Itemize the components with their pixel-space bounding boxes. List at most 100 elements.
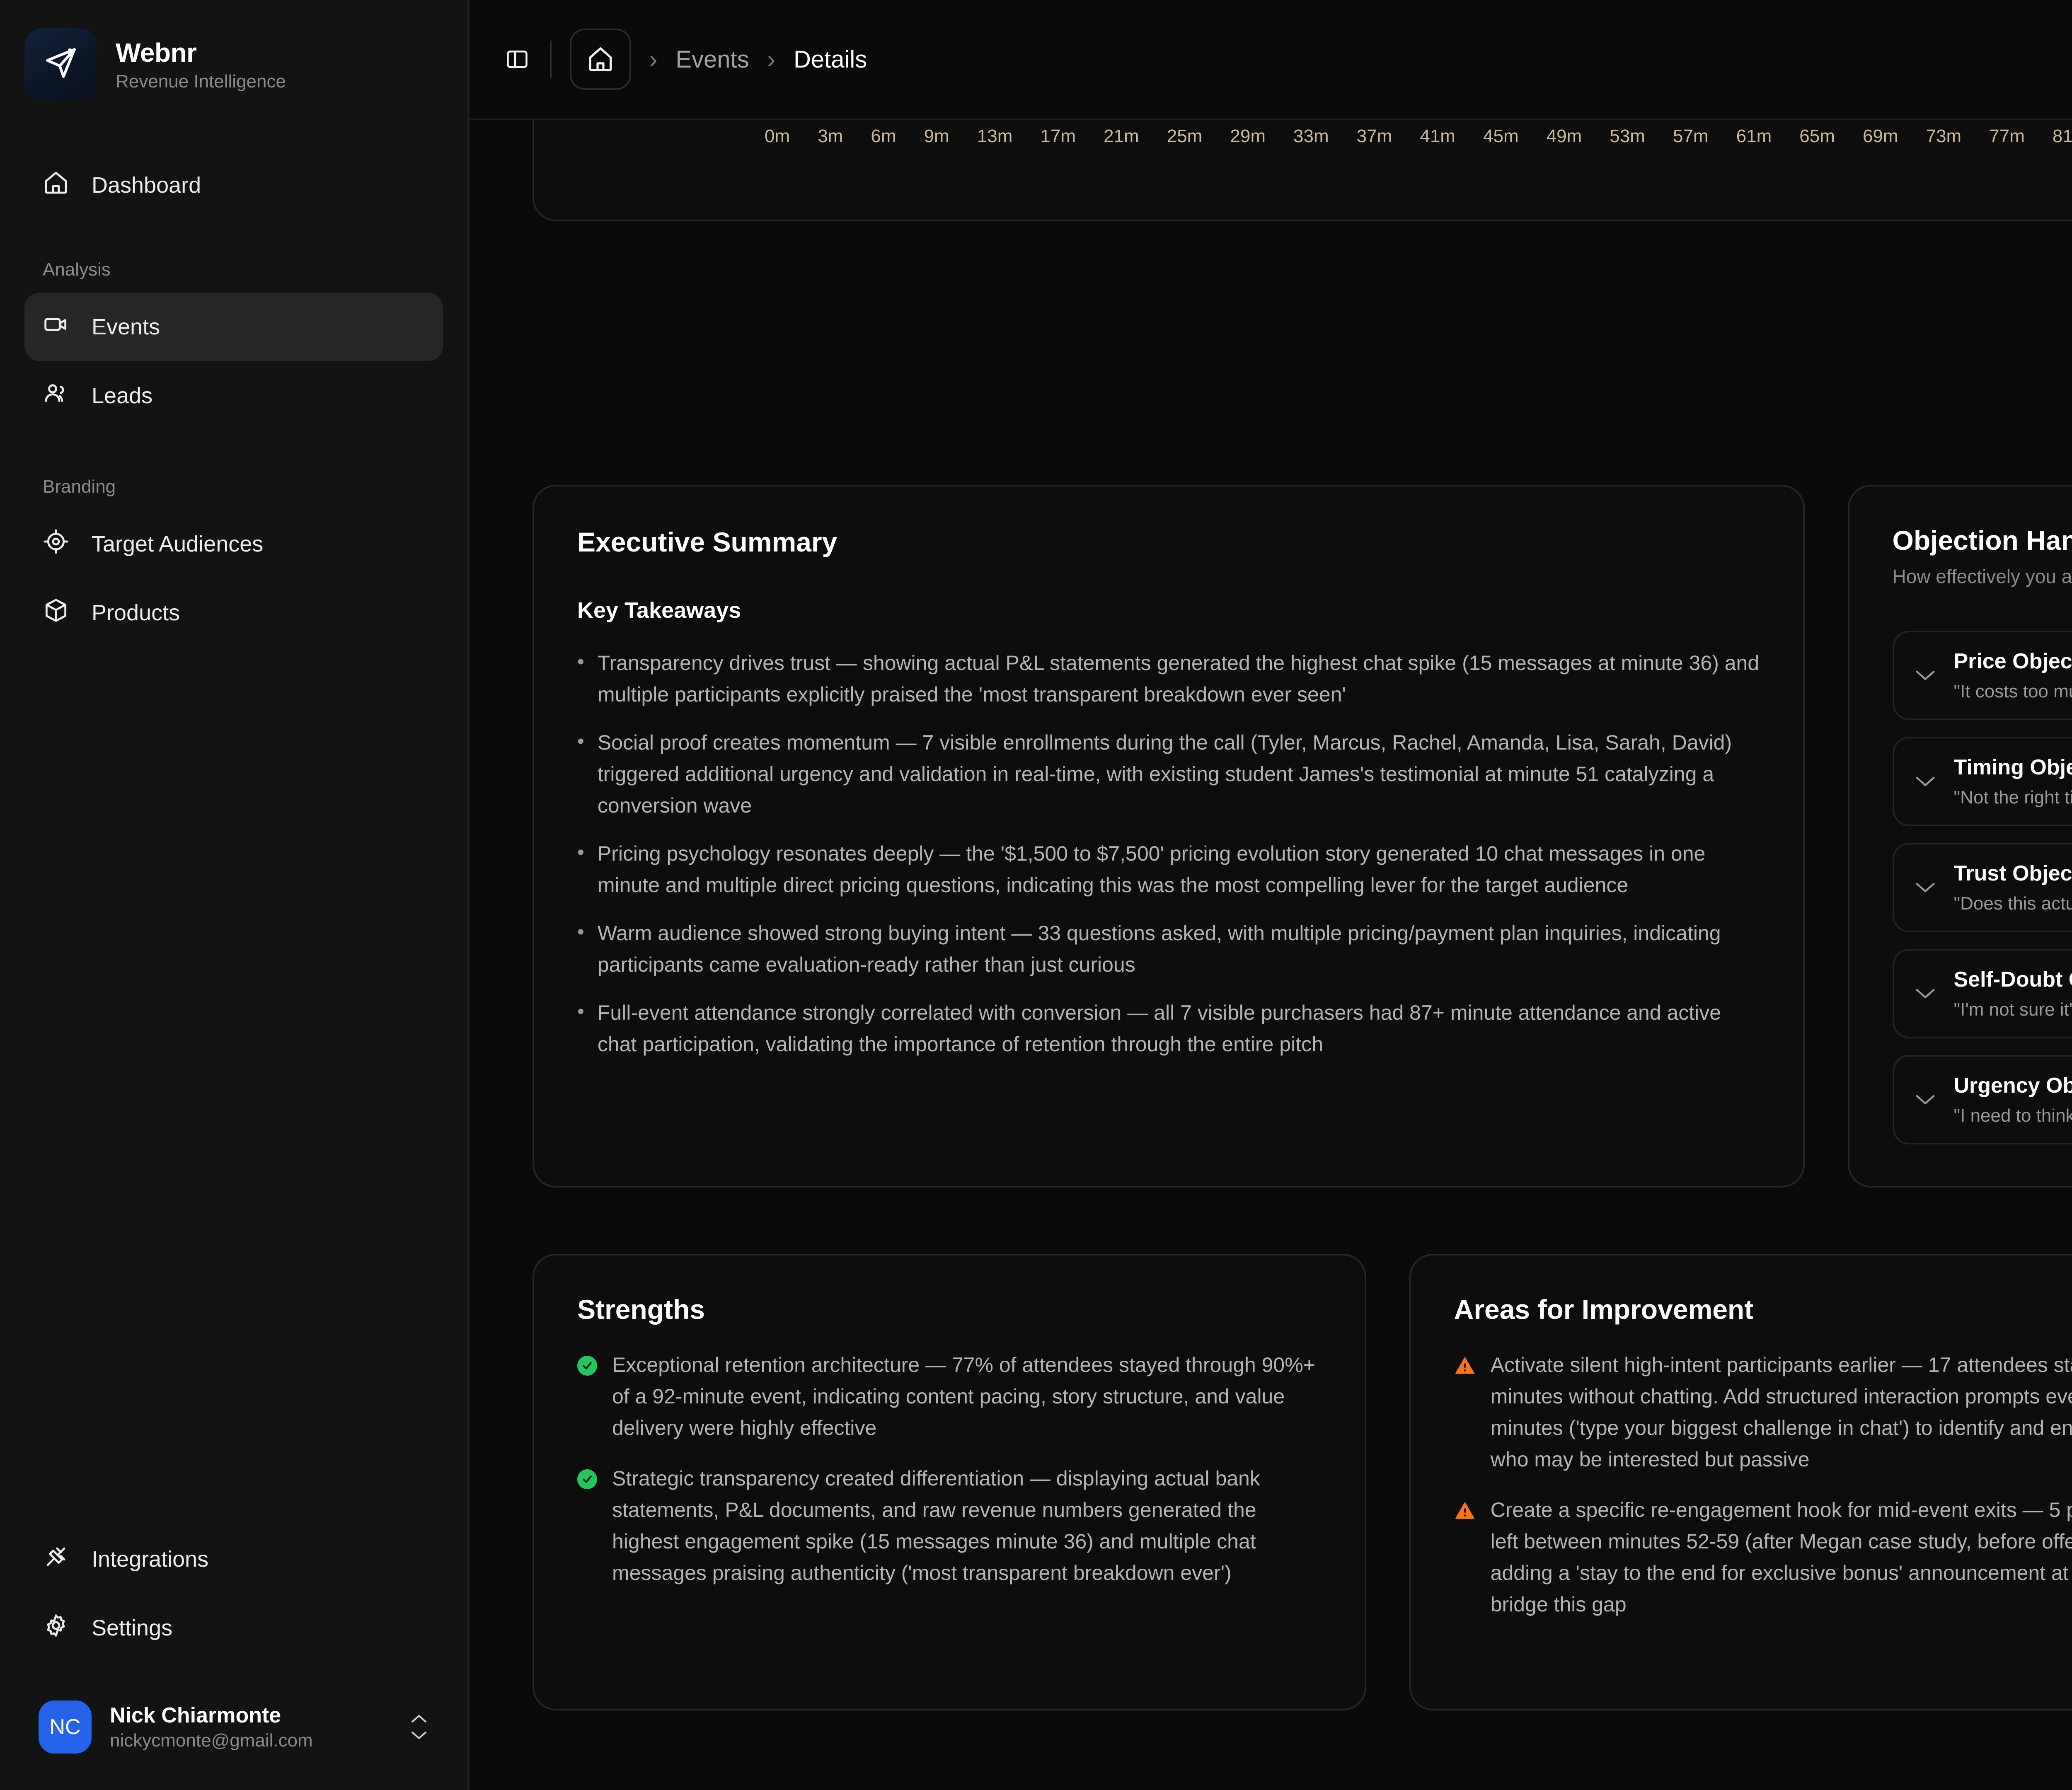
topbar-divider	[550, 41, 552, 78]
sidebar-item-products[interactable]: Products	[24, 578, 443, 647]
objection-row[interactable]: Timing Objection "Not the right time" — u…	[1892, 737, 2072, 826]
sidebar-section-analysis: Analysis	[43, 259, 111, 280]
user-name: Nick Chiarmonte	[110, 1703, 281, 1727]
list-item-text: Strategic transparency created different…	[612, 1467, 1260, 1584]
objection-name: Self-Doubt Objection	[1953, 968, 2072, 992]
chart-x-axis: 0m 3m 6m 9m 13m 17m 21m 25m 29m 33m 37m 41m 45m 49m 53…	[765, 120, 2072, 147]
x-tick-label: 13m	[977, 126, 1013, 146]
list-item-text: Create a specific re-engagement hook for…	[1490, 1498, 2072, 1616]
areas-improvement-card: Areas for Improvement Activate silent hi…	[1409, 1254, 2072, 1710]
list-item: • Pricing psychology resonates deeply — t…	[577, 838, 1760, 901]
chevron-down-icon[interactable]	[1913, 774, 1937, 789]
sidebar-bottom: Integrations Settings NC Nick Chiarmonte…	[24, 1525, 443, 1790]
breadcrumb-separator-2: ›	[767, 46, 775, 73]
key-takeaways-heading: Key Takeaways	[577, 598, 741, 623]
bullet-dot-icon: •	[577, 921, 584, 943]
sidebar-item-leads[interactable]: Leads	[24, 361, 443, 430]
areas-improvement-list: Activate silent high-intent participants…	[1454, 1349, 2072, 1620]
objection-list: Price Objection "It costs too much" — val…	[1892, 631, 2072, 1144]
brand[interactable]: Webnr Revenue Intelligence	[24, 0, 443, 101]
list-item: • Warm audience showed strong buying inte…	[577, 917, 1760, 980]
x-tick-label: 61m	[1736, 126, 1772, 146]
objection-row[interactable]: Self-Doubt Objection "I'm not sure it'll …	[1892, 949, 2072, 1038]
sidebar-item-label: Dashboard	[92, 173, 201, 198]
list-item-text: Pricing psychology resonates deeply — th…	[597, 842, 1706, 897]
chevron-down-icon[interactable]	[1913, 987, 1937, 1001]
chevron-down-icon[interactable]	[1913, 1093, 1937, 1107]
sidebar-item-target-audiences[interactable]: Target Audiences	[24, 510, 443, 578]
sidebar-item-settings[interactable]: Settings	[24, 1594, 443, 1662]
chevron-down-icon[interactable]	[1913, 668, 1937, 682]
user-menu[interactable]: NC Nick Chiarmonte nickycmonte@gmail.com	[24, 1688, 443, 1766]
objection-name: Timing Objection	[1953, 755, 2072, 779]
package-icon	[43, 597, 69, 629]
list-item: Create a specific re-engagement hook for…	[1454, 1494, 2072, 1620]
breadcrumb-home-button[interactable]	[570, 29, 631, 90]
scroll-content: 0 0 0m3m6m9m13m17m21m25m29m33m37m41m45m4…	[470, 120, 2072, 1790]
bullet-dot-icon: •	[577, 651, 584, 673]
objection-row[interactable]: Urgency Objection "I need to think about …	[1892, 1055, 2072, 1144]
list-item: • Full-event attendance strongly correlat…	[577, 997, 1760, 1060]
check-icon	[577, 1469, 597, 1489]
sidebar-item-events[interactable]: Events	[24, 293, 443, 361]
objection-description: "I need to think about it" — scarcity, d…	[1953, 1105, 2072, 1126]
warning-icon	[1454, 1500, 1476, 1522]
target-icon	[43, 528, 69, 560]
middle-row: Executive Summary Key Takeaways • Transpa…	[470, 418, 2072, 1188]
strengths-card: Strengths Exceptional retention architec…	[533, 1254, 1366, 1710]
x-tick-label: 69m	[1862, 126, 1898, 146]
bullet-dot-icon: •	[577, 842, 584, 864]
x-tick-label: 73m	[1926, 126, 1962, 146]
x-tick-label: 6m	[871, 126, 896, 146]
x-tick-label: 49m	[1546, 126, 1582, 146]
objection-name: Price Objection	[1953, 649, 2072, 673]
objection-row[interactable]: Trust Objection "Does this actually work?…	[1892, 843, 2072, 932]
x-tick-label: 37m	[1356, 126, 1392, 146]
list-item: Activate silent high-intent participants…	[1454, 1349, 2072, 1475]
main-area: › Events › Details 0	[470, 0, 2072, 1790]
warning-icon	[1454, 1355, 1476, 1376]
strengths-title: Strengths	[577, 1294, 705, 1325]
breadcrumb-events[interactable]: Events	[675, 46, 749, 73]
chevron-down-icon[interactable]	[1913, 880, 1937, 895]
sidebar-item-dashboard[interactable]: Dashboard	[24, 151, 443, 220]
breadcrumb-separator: ›	[649, 46, 658, 73]
x-tick-label: 9m	[924, 126, 949, 146]
objection-row[interactable]: Price Objection "It costs too much" — val…	[1892, 631, 2072, 720]
page-title: Executive Summary	[577, 527, 838, 557]
sidebar-toggle-icon[interactable]	[503, 44, 532, 75]
sidebar-item-label: Products	[92, 600, 180, 625]
video-camera-icon	[43, 311, 69, 343]
chevron-up-down-icon[interactable]	[409, 1713, 429, 1741]
sidebar-section-branding: Branding	[43, 477, 116, 497]
topbar: › Events › Details	[470, 0, 2072, 120]
objection-handling-title: Objection Handling	[1892, 525, 2072, 556]
list-item: Exceptional retention architecture — 77%…	[577, 1349, 1322, 1444]
x-tick-label: 29m	[1230, 126, 1266, 146]
x-tick-label: 21m	[1104, 126, 1139, 146]
check-icon	[577, 1356, 597, 1376]
brand-name: Webnr	[116, 38, 197, 68]
executive-summary-card: Executive Summary Key Takeaways • Transpa…	[533, 485, 1805, 1188]
list-item-text: Activate silent high-intent participants…	[1490, 1353, 2072, 1471]
gear-icon	[43, 1612, 69, 1644]
sidebar-item-label: Target Audiences	[92, 532, 264, 556]
list-item-text: Full-event attendance strongly correlate…	[597, 1001, 1721, 1056]
sidebar-item-integrations[interactable]: Integrations	[24, 1525, 443, 1594]
sidebar-item-label: Settings	[92, 1616, 173, 1640]
objection-description: "Not the right time" — urgency, cost of …	[1953, 787, 2072, 808]
key-takeaways-list: • Transparency drives trust — showing act…	[577, 647, 1760, 1060]
objection-name: Urgency Objection	[1953, 1074, 2072, 1098]
top-row: 0 0 0m3m6m9m13m17m21m25m29m33m37m41m45m4…	[470, 120, 2072, 418]
objection-handling-subtitle: How effectively you addressed common aud…	[1892, 566, 2072, 587]
x-tick-label: 33m	[1293, 126, 1329, 146]
sidebar-item-label: Events	[92, 314, 160, 339]
list-item: • Transparency drives trust — showing act…	[577, 647, 1760, 710]
bottom-row: Strengths Exceptional retention architec…	[470, 1188, 2072, 1710]
brand-subtitle: Revenue Intelligence	[116, 71, 286, 92]
avatar: NC	[39, 1700, 92, 1754]
list-item: Strategic transparency created different…	[577, 1463, 1322, 1589]
x-tick-label: 45m	[1483, 126, 1519, 146]
sidebar-nav: Dashboard Analysis Events Le	[24, 151, 443, 647]
